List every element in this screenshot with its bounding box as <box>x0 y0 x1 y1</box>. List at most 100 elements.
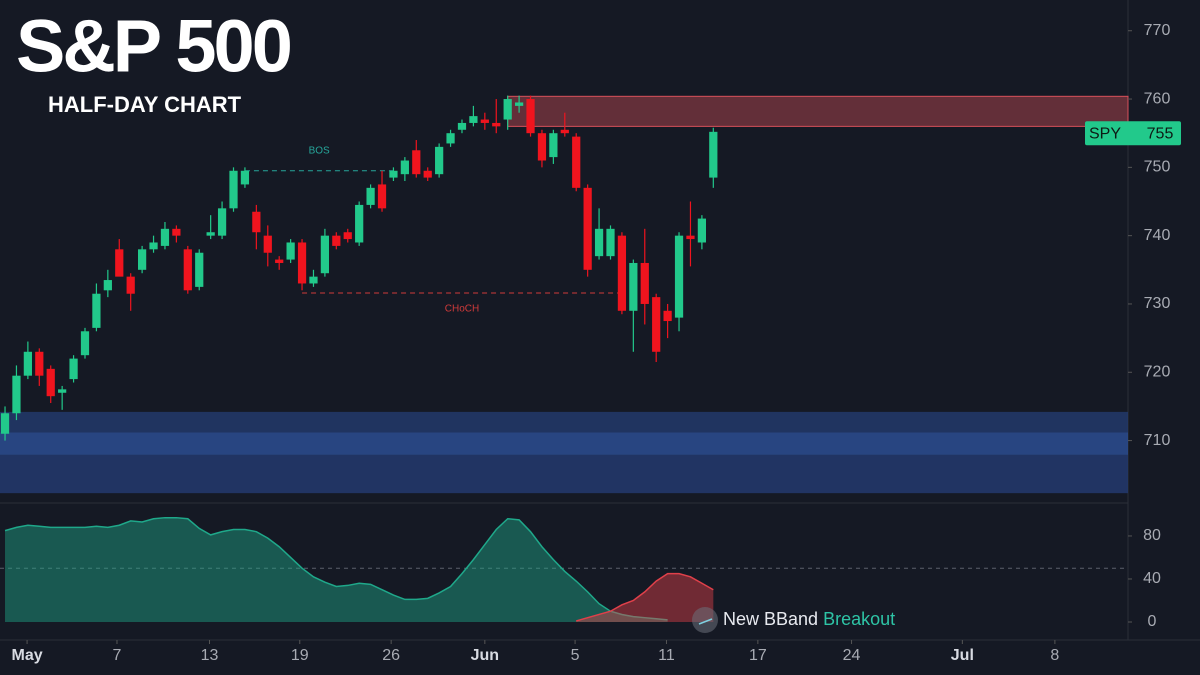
candle-body <box>183 249 192 291</box>
candle-body <box>709 131 718 178</box>
candle-body <box>309 276 318 284</box>
candle-body <box>697 218 706 243</box>
y-tick-label: 730 <box>1144 295 1171 312</box>
annotation-highlight: Breakout <box>823 609 895 629</box>
y-tick-label: 750 <box>1144 159 1171 176</box>
candle-body <box>240 170 250 185</box>
candle-body <box>663 310 672 322</box>
candle-body <box>172 228 181 236</box>
candle-body <box>594 228 604 257</box>
candle-body <box>446 133 455 144</box>
candle-body <box>503 99 512 120</box>
area-fill <box>576 573 714 622</box>
candle-body <box>400 160 409 175</box>
candle-body <box>377 184 387 209</box>
x-tick-label: 7 <box>113 647 122 664</box>
candle-body <box>217 208 227 236</box>
candle-body <box>149 242 158 250</box>
x-tick-label: 26 <box>382 647 400 664</box>
candle-body <box>35 351 44 376</box>
price-tag-name: SPY <box>1089 125 1121 142</box>
candle-body <box>58 389 67 393</box>
candle-body <box>80 331 90 356</box>
y-tick-label: 40 <box>1143 570 1161 587</box>
x-tick-label: Jun <box>471 647 499 664</box>
candle-body <box>492 122 501 127</box>
annotation-text: New BBand <box>723 609 818 629</box>
x-tick-label: Jul <box>951 647 974 664</box>
candle-body <box>46 368 55 397</box>
y-tick-label: 710 <box>1144 432 1171 449</box>
candle-body <box>423 170 432 178</box>
candle-body <box>583 187 592 270</box>
y-tick-label: 80 <box>1143 527 1161 544</box>
candle-body <box>537 133 547 161</box>
candle-body <box>126 276 135 294</box>
candle-body <box>286 242 295 260</box>
price-tag <box>1085 121 1181 146</box>
zone <box>0 454 1128 494</box>
candle-body <box>332 235 341 246</box>
candle-body <box>435 146 444 175</box>
candle-body <box>366 187 375 205</box>
candle-body <box>138 249 147 270</box>
candle-body <box>103 280 112 291</box>
candle-body <box>160 228 170 246</box>
candle-body <box>640 262 649 304</box>
candle-body <box>549 133 558 158</box>
area-fill <box>5 517 668 622</box>
candle-body <box>652 297 661 352</box>
area-line <box>4 516 668 621</box>
candle-body <box>617 235 627 311</box>
zone <box>0 411 1128 433</box>
chart-title: S&P 500 <box>16 5 291 88</box>
level-label: BOS <box>309 145 330 156</box>
candle-body <box>606 228 615 257</box>
chart-subtitle: HALF-DAY CHART <box>48 92 242 117</box>
zone <box>507 95 1129 127</box>
zone <box>0 432 1128 455</box>
candle-body <box>389 170 398 178</box>
x-tick-label: May <box>12 647 43 664</box>
candle-body <box>23 351 32 376</box>
y-tick-label: 770 <box>1144 22 1171 39</box>
candle-body <box>572 136 581 188</box>
annotation-marker <box>692 607 718 633</box>
candle-body <box>412 150 421 175</box>
candle-body <box>526 99 535 134</box>
candle-body <box>229 170 238 209</box>
candle-body <box>343 232 352 240</box>
candle-body <box>92 293 101 328</box>
x-tick-label: 13 <box>201 647 219 664</box>
candle-body <box>674 235 684 318</box>
candle-body <box>457 122 467 130</box>
candle-body <box>297 242 307 284</box>
area-line <box>576 572 714 622</box>
candle-body <box>355 204 364 243</box>
x-tick-label: 5 <box>571 647 580 664</box>
candle-body <box>629 262 638 311</box>
x-tick-label: 19 <box>291 647 309 664</box>
candle-body <box>480 119 489 123</box>
y-tick-label: 740 <box>1144 227 1171 244</box>
annotation-icon <box>698 618 713 625</box>
candle-body <box>69 358 78 380</box>
candle-body <box>469 116 478 123</box>
x-tick-label: 17 <box>749 647 767 664</box>
candle-body <box>252 211 261 233</box>
y-tick-label: 720 <box>1144 363 1171 380</box>
y-tick-label: 0 <box>1148 613 1157 630</box>
candle-body <box>263 235 272 253</box>
candle-body <box>0 413 10 434</box>
x-tick-label: 24 <box>843 647 861 664</box>
candle-body <box>195 252 204 287</box>
annotation: New BBand Breakout <box>723 609 895 629</box>
candle-body <box>115 249 124 277</box>
candle-body <box>12 375 21 414</box>
y-tick-label: 760 <box>1144 90 1171 107</box>
x-tick-label: 8 <box>1050 647 1059 664</box>
level-label: CHoCH <box>445 304 479 315</box>
x-tick-label: 11 <box>658 647 675 664</box>
candle-body <box>514 102 524 106</box>
